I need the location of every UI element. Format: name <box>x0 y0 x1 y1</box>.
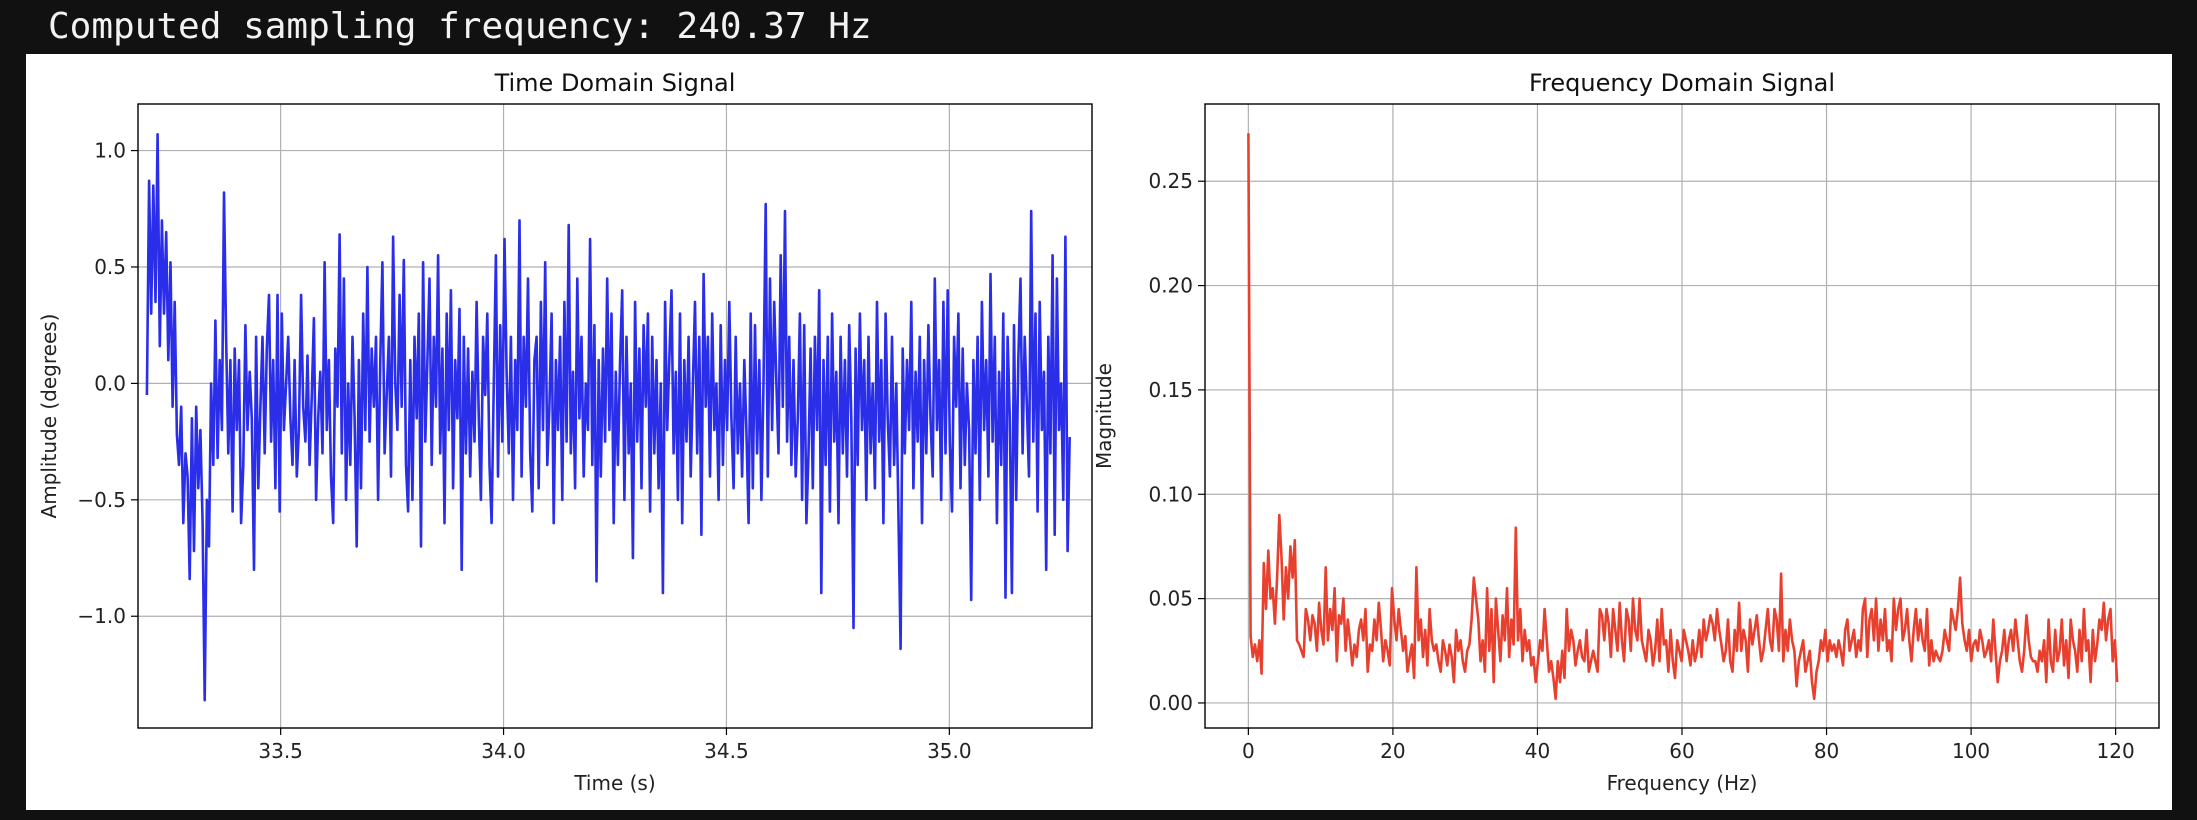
freq-ytick-label: 0.15 <box>1148 378 1193 402</box>
time-xtick-label: 34.5 <box>704 739 749 763</box>
freq-ytick-label: 0.00 <box>1148 691 1193 715</box>
time-ytick-label: −1.0 <box>77 604 126 628</box>
freq-chart-title: Frequency Domain Signal <box>1529 69 1835 97</box>
freq-xtick-label: 80 <box>1814 739 1839 763</box>
time-ytick-label: 0.5 <box>94 255 126 279</box>
time-xtick-label: 33.5 <box>258 739 303 763</box>
time-ytick-label: 0.0 <box>94 371 126 395</box>
freq-xtick-label: 100 <box>1952 739 1990 763</box>
freq-ytick-label: 0.10 <box>1148 482 1193 506</box>
time-y-axis-label: Amplitude (degrees) <box>37 314 61 519</box>
time-x-axis-label: Time (s) <box>573 771 655 795</box>
freq-ytick-label: 0.25 <box>1148 169 1193 193</box>
sampling-frequency-output: Computed sampling frequency: 240.37 Hz <box>48 6 872 47</box>
time-xtick-label: 35.0 <box>927 739 972 763</box>
time-ytick-label: −0.5 <box>77 488 126 512</box>
time-axes-frame <box>137 103 1093 729</box>
time-chart-title: Time Domain Signal <box>494 69 736 97</box>
freq-ytick-label: 0.05 <box>1148 587 1193 611</box>
time-xtick-label: 34.0 <box>481 739 526 763</box>
figure-canvas: 33.5 34.0 34.5 35.0 −1.0 −0.5 0.0 0.5 1.0 Time Do… <box>26 54 2172 810</box>
freq-series-line <box>1247 133 2119 701</box>
frequency-domain-axes: 0 20 40 60 80 100 120 0.00 0.05 0.10 0.15 0.20 0.25 F… <box>1092 69 2160 795</box>
freq-xtick-label: 120 <box>2097 739 2135 763</box>
freq-axes-frame <box>1204 103 2160 729</box>
time-series-line <box>145 133 1071 702</box>
freq-x-axis-label: Frequency (Hz) <box>1607 771 1758 795</box>
freq-xtick-label: 20 <box>1380 739 1405 763</box>
time-ytick-label: 1.0 <box>94 139 126 163</box>
figure-svg: 33.5 34.0 34.5 35.0 −1.0 −0.5 0.0 0.5 1.0 Time Do… <box>37 69 2160 795</box>
freq-xtick-label: 40 <box>1525 739 1550 763</box>
freq-ytick-label: 0.20 <box>1148 274 1193 298</box>
freq-y-axis-label: Magnitude <box>1092 363 1116 469</box>
time-domain-axes: 33.5 34.0 34.5 35.0 −1.0 −0.5 0.0 0.5 1.0 Time Do… <box>37 69 1093 795</box>
freq-xtick-label: 0 <box>1242 739 1255 763</box>
freq-xtick-label: 60 <box>1669 739 1694 763</box>
